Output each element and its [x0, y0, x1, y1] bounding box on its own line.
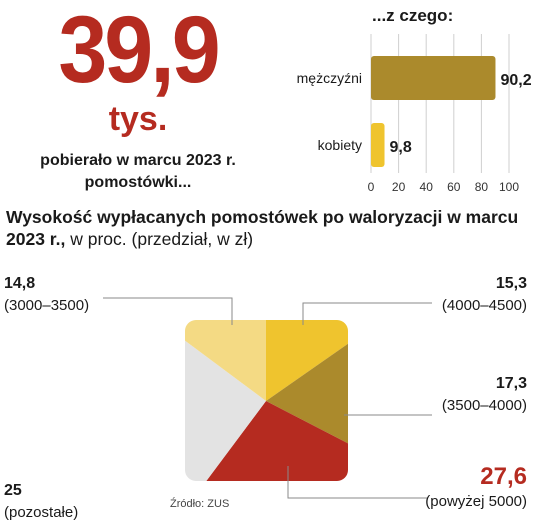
pie-heading-bold: Wysokość wypłacanych pomostówek po walor… [6, 207, 519, 250]
category-label-1: kobiety [318, 137, 362, 153]
total-count-caption: pobierało w marcu 2023 r. pomostówki... [0, 150, 276, 195]
total-count-value: 39,9 [58, 0, 220, 103]
pie-slice-4 [185, 320, 266, 401]
pie-heading-normal: w proc. (przedział, w zł) [65, 229, 254, 250]
x-tick-label-20: 20 [392, 180, 406, 194]
slice-range-label-1: (3500–4000) [442, 397, 527, 414]
slice-range-label-0: (4000–4500) [442, 297, 527, 314]
slice-value-label-4: 14,8 [4, 275, 35, 292]
bar-0 [371, 56, 496, 100]
slice-value-label-2: 27,6 [480, 463, 527, 490]
caption-line-1: pobierało w marcu 2023 r. [40, 152, 236, 169]
x-tick-label-60: 60 [447, 180, 461, 194]
slice-range-label-2: (powyżej 5000) [425, 493, 527, 510]
pie-slices [185, 320, 348, 481]
bar-1 [371, 123, 385, 167]
leader-line-0 [302, 302, 432, 325]
x-tick-label-100: 100 [499, 180, 519, 194]
pie-slice-2 [206, 401, 348, 481]
leader-line-4 [103, 297, 233, 325]
caption-line-2: pomostówki... [84, 174, 192, 192]
slice-value-label-3: 25 [4, 482, 22, 499]
x-tick-label-0: 0 [368, 180, 375, 194]
leader-line-2 [287, 466, 428, 499]
source-note: Źródło: ZUS [170, 498, 230, 510]
x-tick-label-80: 80 [475, 180, 489, 194]
pie-slice-1 [266, 343, 348, 444]
x-tick-label-40: 40 [420, 180, 434, 194]
slice-range-label-3: (pozostałe) [4, 504, 78, 520]
slice-range-label-4: (3000–3500) [4, 297, 89, 314]
slice-value-label-1: 17,3 [496, 375, 527, 392]
total-count-unit: tys. [108, 100, 168, 138]
category-label-0: mężczyźni [297, 70, 362, 86]
slice-value-label-0: 15,3 [496, 275, 527, 292]
bar-value-label-1: 9,8 [390, 139, 412, 156]
gender-bar-chart: 0 20 40 60 80 100 mężczyźni 90,2 kobiety 9,8 [297, 34, 532, 194]
bar-value-label-0: 90,2 [500, 72, 531, 89]
pie-chart-heading: Wysokość wypłacanych pomostówek po walor… [6, 206, 526, 251]
gender-chart-heading: ...z czego: [372, 6, 454, 25]
pie-slice-3 [185, 340, 266, 481]
pie-slice-0 [266, 320, 348, 401]
